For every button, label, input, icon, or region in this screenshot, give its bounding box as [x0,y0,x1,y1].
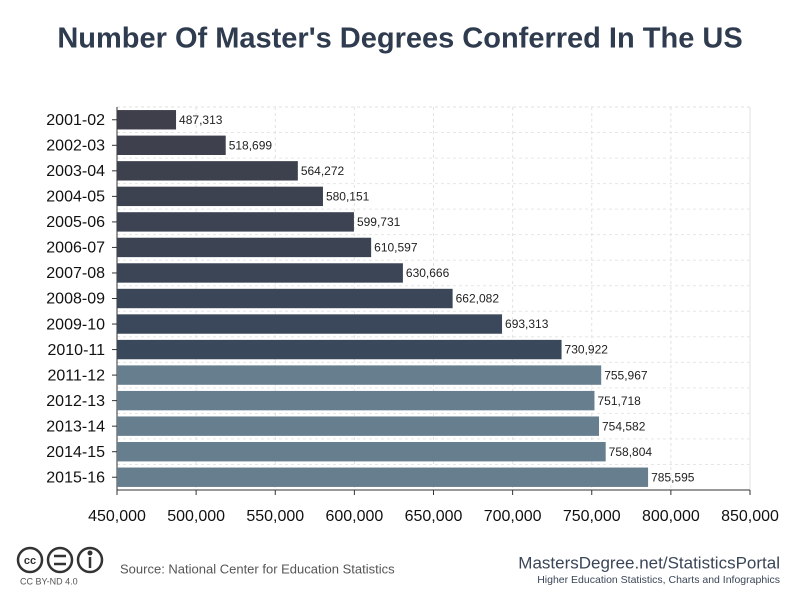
bar [117,212,354,232]
bar [117,416,600,436]
source: Source: National Center for Education St… [120,561,395,576]
brand: MastersDegree.net/StatisticsPortal [518,553,780,572]
value-label: 630,666 [406,266,450,280]
value-label: 599,731 [357,215,401,229]
bar [117,110,177,130]
license: CC BY-ND 4.0 [20,576,78,586]
y-tick-label: 2011-12 [47,367,105,384]
value-label: 580,151 [326,190,370,204]
y-tick-label: 2012-13 [46,393,105,410]
x-tick-label: 700,000 [484,508,542,525]
y-tick-label: 2014-15 [46,444,105,461]
value-label: 610,597 [374,241,418,255]
y-tick-label: 2003-04 [46,163,105,180]
value-label: 730,922 [565,343,609,357]
x-tick-label: 800,000 [642,508,700,525]
y-tick-label: 2001-02 [46,112,105,129]
x-tick-label: 500,000 [167,508,225,525]
bar [117,467,649,487]
y-tick-label: 2010-11 [47,342,105,359]
x-tick-label: 650,000 [405,508,463,525]
x-tick-label: 850,000 [721,508,779,525]
svg-text:cc: cc [24,555,36,567]
bar [117,390,595,411]
y-tick-label: 2008-09 [46,291,105,308]
value-label: 785,595 [651,470,695,484]
value-label: 487,313 [179,113,223,127]
value-label: 758,804 [609,445,653,459]
bar [117,237,372,258]
y-tick-label: 2007-08 [46,265,105,282]
value-label: 751,718 [597,394,641,408]
y-tick-label: 2002-03 [46,138,105,155]
bar [117,339,562,360]
x-tick-label: 600,000 [325,508,383,525]
cc-icons: cc [16,546,104,574]
y-tick-label: 2006-07 [46,240,105,257]
value-label: 755,967 [604,368,648,382]
bar [117,288,453,309]
bar [117,441,606,462]
value-label: 564,272 [301,164,345,178]
bar [117,263,403,283]
brand-tagline: Higher Education Statistics, Charts and … [537,574,780,586]
value-label: 693,313 [505,317,549,331]
y-tick-label: 2004-05 [46,189,105,206]
value-label: 518,699 [229,138,273,152]
chart-title: Number Of Master's Degrees Conferred In … [57,23,742,55]
x-tick-label: 750,000 [563,508,621,525]
bar [117,186,323,207]
bar [117,161,298,181]
value-label: 662,082 [456,292,500,306]
y-tick-label: 2005-06 [46,214,105,231]
x-tick-label: 550,000 [246,508,304,525]
bar [117,365,602,385]
bar [117,314,503,334]
y-tick-label: 2009-10 [46,316,105,333]
bar [117,135,226,156]
x-tick-label: 450,000 [88,508,146,525]
y-tick-label: 2015-16 [46,469,105,486]
y-tick-label: 2013-14 [46,418,105,435]
value-label: 754,582 [602,419,646,433]
